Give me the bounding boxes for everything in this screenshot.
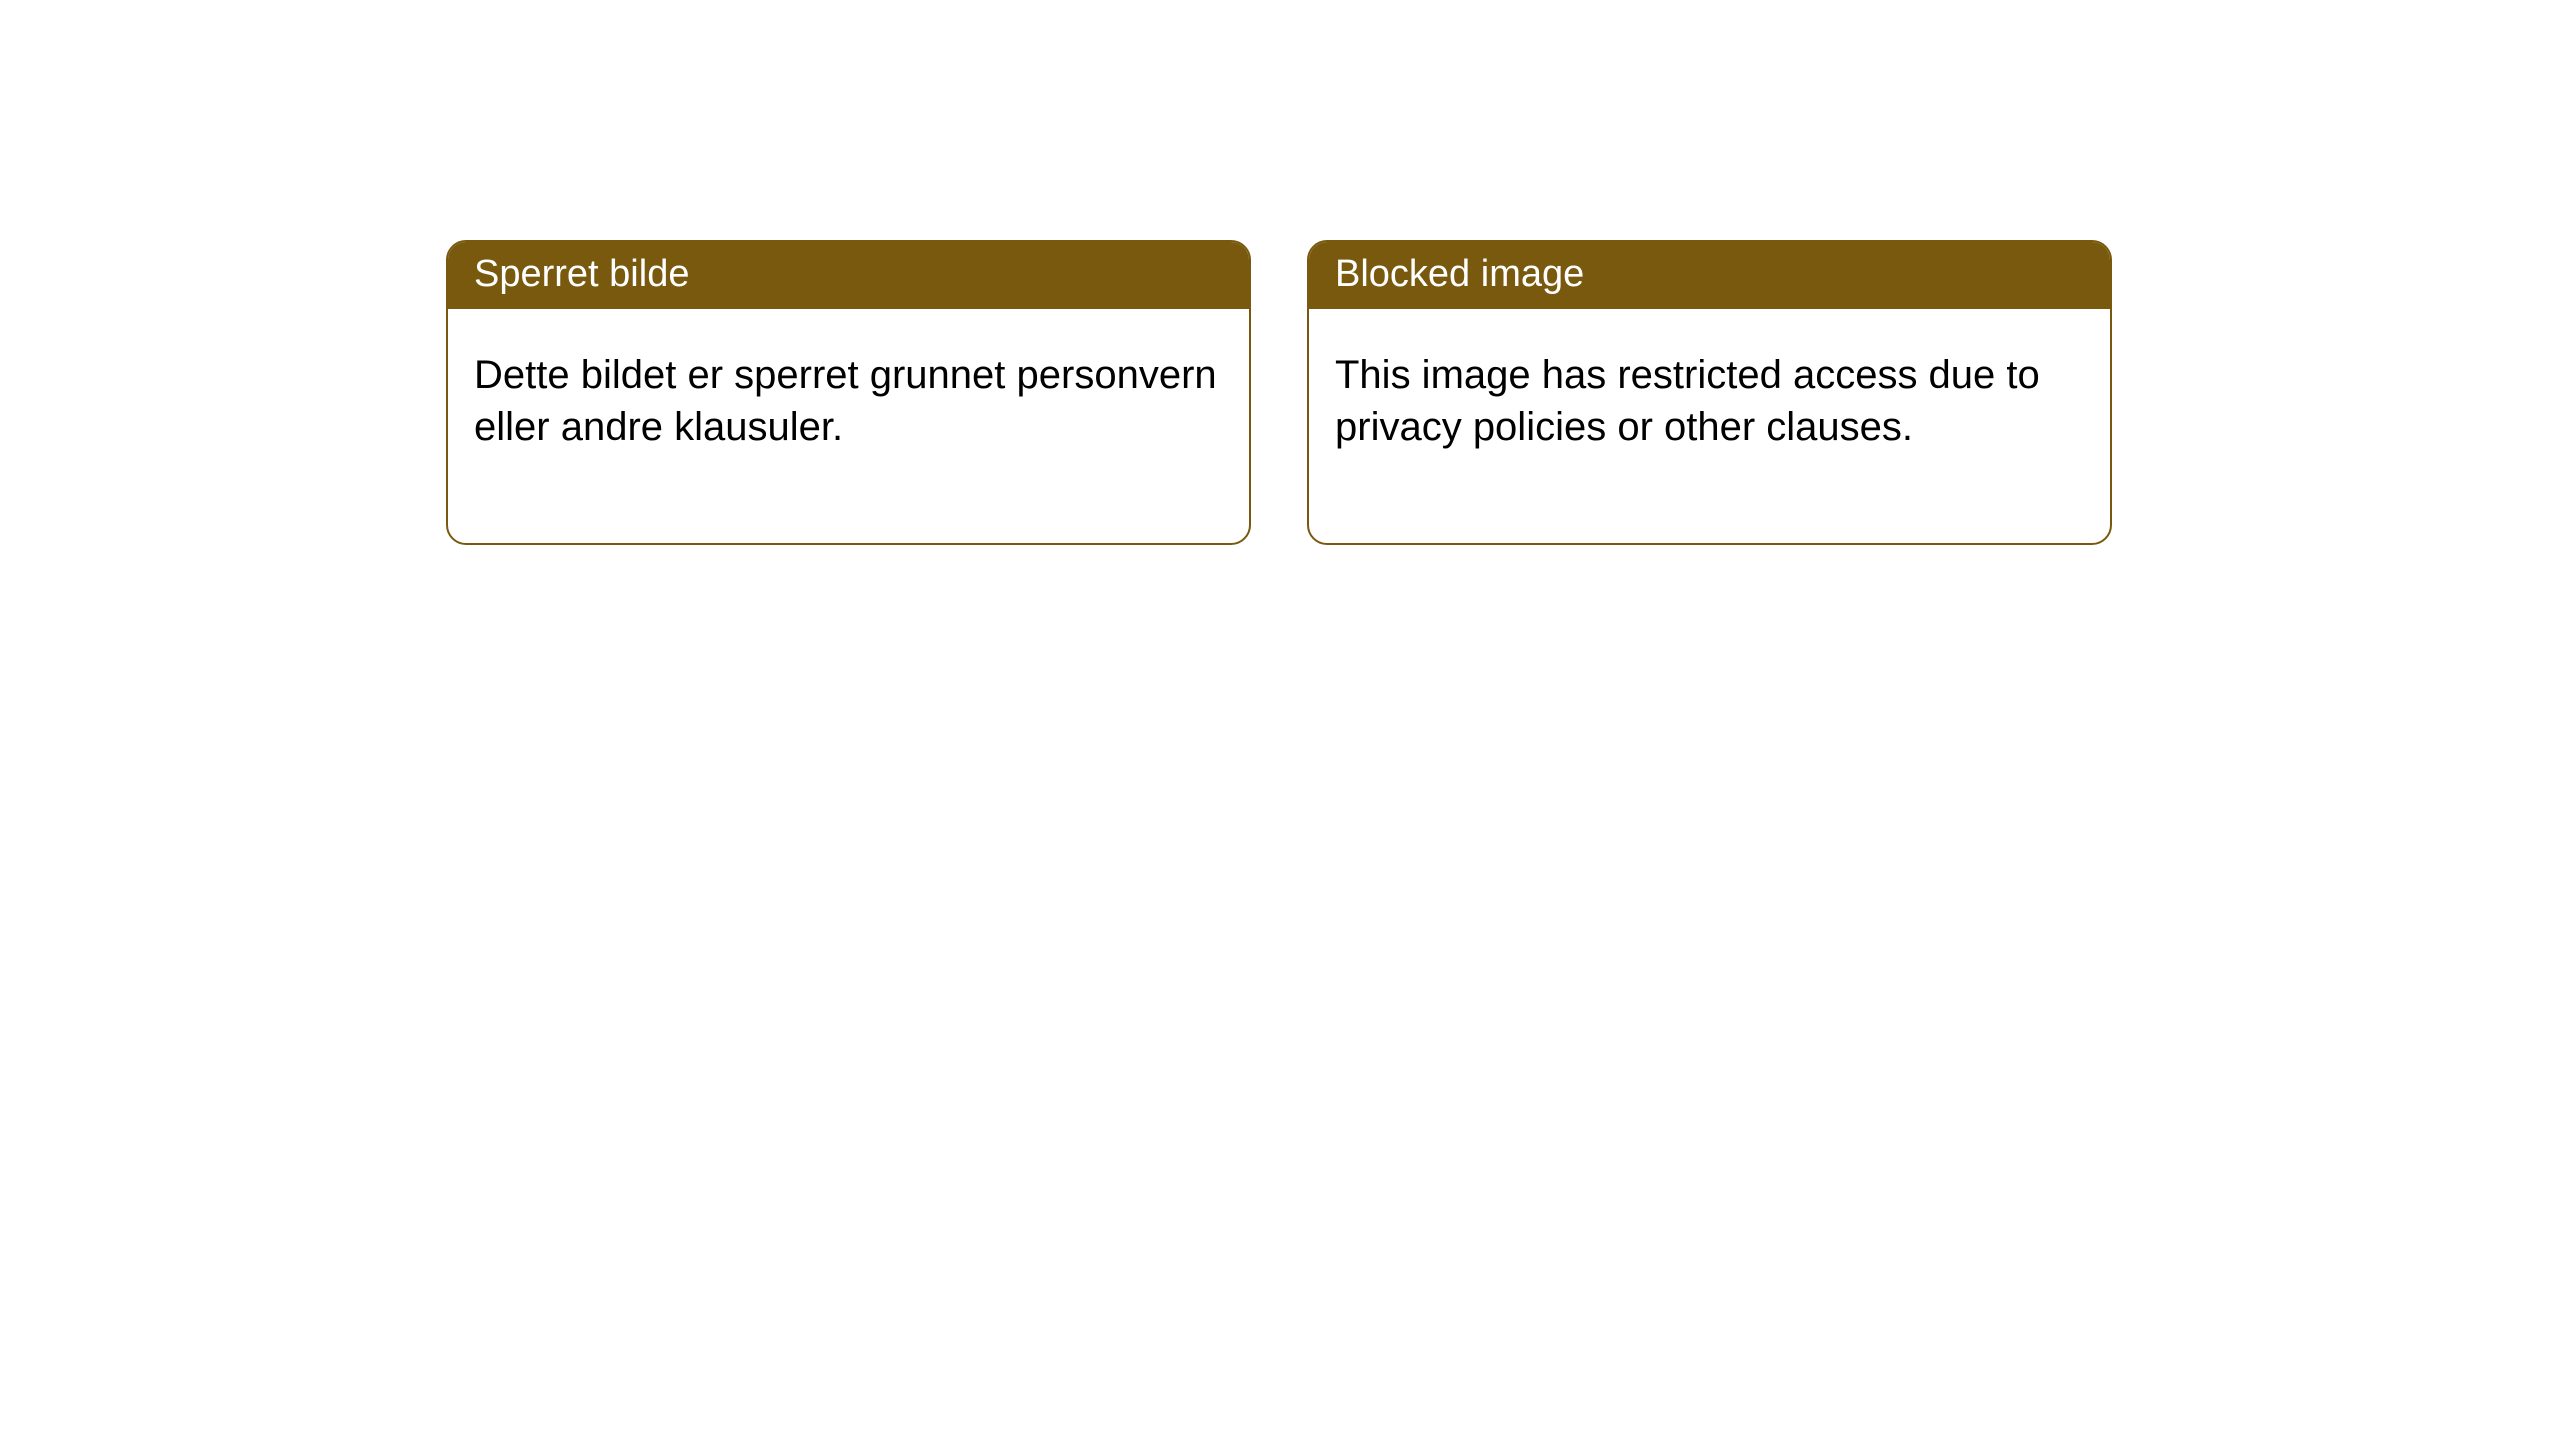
notice-card-english: Blocked image This image has restricted … [1307,240,2112,545]
notice-title: Sperret bilde [448,242,1249,309]
notice-body: This image has restricted access due to … [1309,309,2110,543]
notice-body: Dette bildet er sperret grunnet personve… [448,309,1249,543]
notice-title: Blocked image [1309,242,2110,309]
notice-card-norwegian: Sperret bilde Dette bildet er sperret gr… [446,240,1251,545]
notice-container: Sperret bilde Dette bildet er sperret gr… [0,0,2560,545]
